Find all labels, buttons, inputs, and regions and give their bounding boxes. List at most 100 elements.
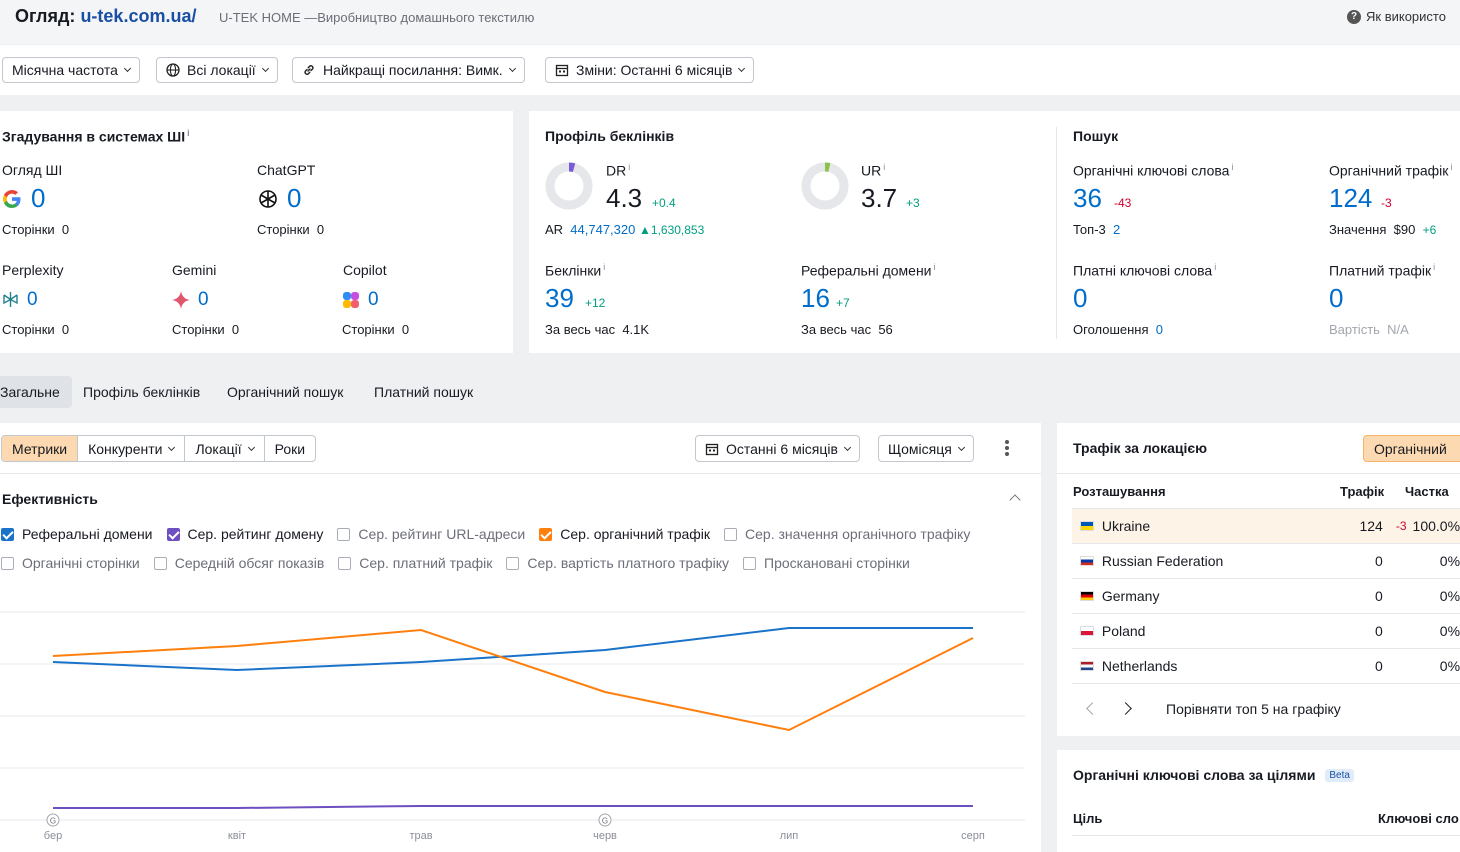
legend-item[interactable]: Сер. органічний трафік <box>539 526 710 542</box>
rows-bottom-border <box>1072 683 1460 684</box>
frequency-filter[interactable]: Місячна частота <box>2 57 140 83</box>
table-row[interactable]: Russian Federation 0 0% <box>1072 543 1460 578</box>
chevron-down-icon <box>123 64 131 73</box>
country-name: Poland <box>1101 623 1146 639</box>
domain-link[interactable]: u-tek.com.ua/ <box>80 6 197 26</box>
checkbox[interactable] <box>539 527 553 541</box>
checkbox[interactable] <box>1 527 14 541</box>
top3-row: Топ-3 2 <box>1073 222 1121 237</box>
chart-tab-locations[interactable]: Локації <box>185 436 265 461</box>
tab-paid-search[interactable]: Платний пошук <box>374 384 474 400</box>
legend-label: Сер. платний трафік <box>359 555 493 571</box>
backlinks-delta: +12 <box>585 296 606 310</box>
changes-filter[interactable]: Зміни: Останні 6 місяців <box>545 57 755 83</box>
search-title: Пошук <box>1073 128 1119 144</box>
chart-tab-competitors[interactable]: Конкуренти <box>78 436 186 461</box>
checkbox[interactable] <box>724 527 738 541</box>
country-name: Germany <box>1101 588 1160 604</box>
organic-traffic-value[interactable]: 124 <box>1329 183 1373 213</box>
intent-goal-header: Ціль <box>1073 811 1103 826</box>
legend-item[interactable]: Органічні сторінки <box>1 555 140 571</box>
paid-traffic-value[interactable]: 0 <box>1329 283 1344 313</box>
dr-value: 4.3 <box>606 183 643 213</box>
calendar-icon <box>705 443 719 455</box>
checkbox[interactable] <box>506 556 520 570</box>
ur-ring <box>801 162 849 210</box>
organic-kw-label: Органічні ключові слова i <box>1073 162 1234 179</box>
ref-domains-value[interactable]: 16 <box>801 283 830 313</box>
backlinks-all-time: За весь час 4.1K <box>545 322 650 337</box>
tab-backlink-profile[interactable]: Профіль беклінків <box>83 384 201 400</box>
share-col-header: Частка <box>1405 484 1449 499</box>
copilot-pages: Сторінки 0 <box>342 322 410 337</box>
legend-label: Органічні сторінки <box>22 555 140 571</box>
performance-title: Ефективність <box>2 491 98 507</box>
interval-dropdown[interactable]: Щомісяця <box>878 435 974 462</box>
tab-overview[interactable]: Загальне <box>0 376 72 408</box>
google-update-marker: G <box>598 813 612 827</box>
ai-overview-value[interactable]: 0 <box>31 183 46 213</box>
table-row[interactable]: Ukraine 124 -3 100.0% <box>1072 508 1460 543</box>
country-share: 0% <box>1439 623 1460 639</box>
legend-item[interactable]: Сер. рейтинг домену <box>166 526 323 542</box>
copilot-value[interactable]: 0 <box>368 289 379 310</box>
checkbox[interactable] <box>743 556 757 570</box>
legend-label: Реферальні домени <box>22 526 153 542</box>
paid-kw-value[interactable]: 0 <box>1073 283 1088 313</box>
ref-domains-delta: +7 <box>836 296 850 310</box>
chevron-down-icon <box>508 64 516 73</box>
best-links-filter[interactable]: Найкращі посилання: Вимк. <box>292 57 525 83</box>
flag-icon <box>1080 661 1094 671</box>
legend-row-1: Реферальні домени Сер. рейтинг домену Сер.… <box>1 526 984 542</box>
country-traffic: 124 <box>1359 518 1383 534</box>
table-row[interactable]: Germany 0 0% <box>1072 578 1460 613</box>
country-traffic: 0 <box>1375 588 1383 604</box>
locations-filter[interactable]: Всі локації <box>156 57 278 83</box>
checkbox[interactable] <box>1 556 14 570</box>
legend-item[interactable]: Проскановані сторінки <box>743 555 910 571</box>
organic-toggle-button[interactable]: Органічний <box>1363 435 1460 462</box>
x-tick-label: черв <box>593 830 617 842</box>
backlinks-value[interactable]: 39 <box>545 283 574 313</box>
country-share: 0% <box>1439 658 1460 674</box>
period-dropdown[interactable]: Останні 6 місяців <box>695 435 860 462</box>
perplexity-value[interactable]: 0 <box>27 289 38 310</box>
page-header <box>0 0 1460 44</box>
ur-ring-fill <box>801 162 849 210</box>
checkbox[interactable] <box>166 527 180 541</box>
organic-kw-value[interactable]: 36 <box>1073 183 1102 213</box>
legend-label: Сер. органічний трафік <box>560 526 711 542</box>
checkbox[interactable] <box>337 527 351 541</box>
legend-label: Сер. рейтинг URL-адреси <box>358 526 526 542</box>
table-row[interactable]: Poland 0 0% <box>1072 613 1460 648</box>
ur-value: 3.7 <box>861 183 898 213</box>
tab-organic-search[interactable]: Органічний пошук <box>227 384 344 400</box>
table-row[interactable]: Netherlands 0 0% <box>1072 648 1460 683</box>
legend-item[interactable]: Середній обсяг показів <box>153 555 324 571</box>
help-link[interactable]: ? Як використо <box>1347 9 1446 24</box>
dr-label: DR i <box>606 162 631 179</box>
legend-item[interactable]: Сер. рейтинг URL-адреси <box>337 526 525 542</box>
ar-value[interactable]: 44,747,320 <box>570 222 636 237</box>
checkbox[interactable] <box>153 556 167 570</box>
svg-text:G: G <box>602 817 608 826</box>
gemini-icon <box>172 291 190 312</box>
legend-item[interactable]: Сер. значення органічного трафіку <box>724 526 970 542</box>
copilot-label: Copilot <box>343 262 387 278</box>
legend-item[interactable]: Сер. платний трафік <box>338 555 492 571</box>
ai-overview-pages: Сторінки 0 <box>2 222 70 237</box>
dr-ring <box>545 162 593 210</box>
more-options-icon[interactable] <box>1004 440 1010 456</box>
ref-domains-all-time: За весь час 56 <box>801 322 893 337</box>
legend-item[interactable]: Реферальні домени <box>1 526 153 542</box>
country-share: 100.0% <box>1412 518 1460 534</box>
chart-tab-metrics[interactable]: Метрики <box>2 436 79 461</box>
gemini-value[interactable]: 0 <box>198 289 209 310</box>
chatgpt-value[interactable]: 0 <box>287 183 302 213</box>
legend-item[interactable]: Сер. вартість платного трафіку <box>506 555 729 571</box>
compare-top5-link[interactable]: Порівняти топ 5 на графіку <box>1166 701 1341 717</box>
country-traffic: 0 <box>1375 553 1383 569</box>
chart-tab-years[interactable]: Роки <box>274 440 306 457</box>
checkbox[interactable] <box>338 556 352 570</box>
